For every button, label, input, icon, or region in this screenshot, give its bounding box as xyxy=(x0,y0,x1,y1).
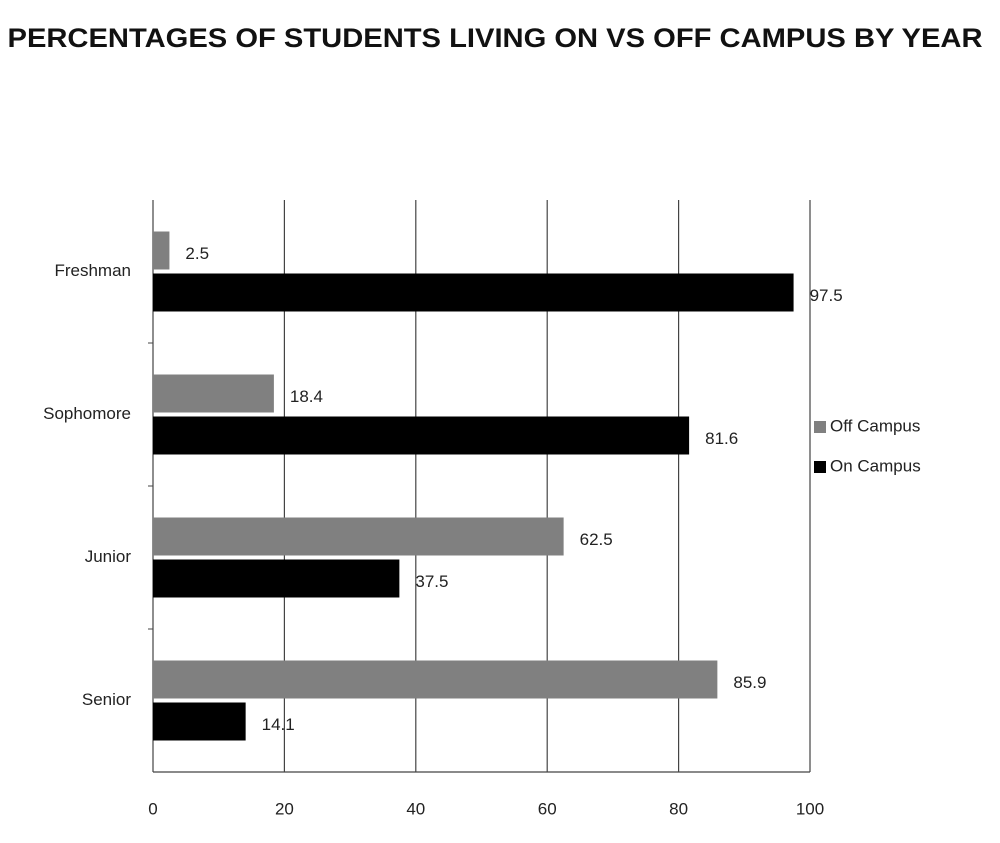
bar xyxy=(153,374,274,413)
x-tick-label: 100 xyxy=(796,799,824,818)
value-label: 14.1 xyxy=(262,715,295,734)
value-label: 2.5 xyxy=(185,244,209,263)
x-tick-label: 80 xyxy=(669,799,688,818)
y-tick-label: Freshman xyxy=(54,261,131,280)
value-label: 18.4 xyxy=(290,387,323,406)
bar xyxy=(153,416,690,455)
value-label: 37.5 xyxy=(415,572,448,591)
value-label: 81.6 xyxy=(705,429,738,448)
value-label: 62.5 xyxy=(580,530,613,549)
x-tick-label: 20 xyxy=(275,799,294,818)
bar xyxy=(153,702,246,741)
x-tick-label: 0 xyxy=(148,799,157,818)
value-label: 97.5 xyxy=(810,286,843,305)
y-tick-label: Senior xyxy=(82,690,131,709)
legend-label: Off Campus xyxy=(830,416,920,435)
y-tick-label: Junior xyxy=(85,547,132,566)
value-label: 85.9 xyxy=(733,673,766,692)
legend-label: On Campus xyxy=(830,456,921,475)
legend-swatch xyxy=(814,461,826,473)
y-tick-label: Sophomore xyxy=(43,404,131,423)
bar xyxy=(153,517,564,556)
bar xyxy=(153,660,718,699)
x-tick-label: 60 xyxy=(538,799,557,818)
bar xyxy=(153,273,794,312)
chart-title: PERCENTAGES OF STUDENTS LIVING ON VS OFF… xyxy=(8,23,983,53)
legend-swatch xyxy=(814,421,826,433)
bar xyxy=(153,559,400,598)
bar xyxy=(153,231,170,270)
x-tick-label: 40 xyxy=(406,799,425,818)
